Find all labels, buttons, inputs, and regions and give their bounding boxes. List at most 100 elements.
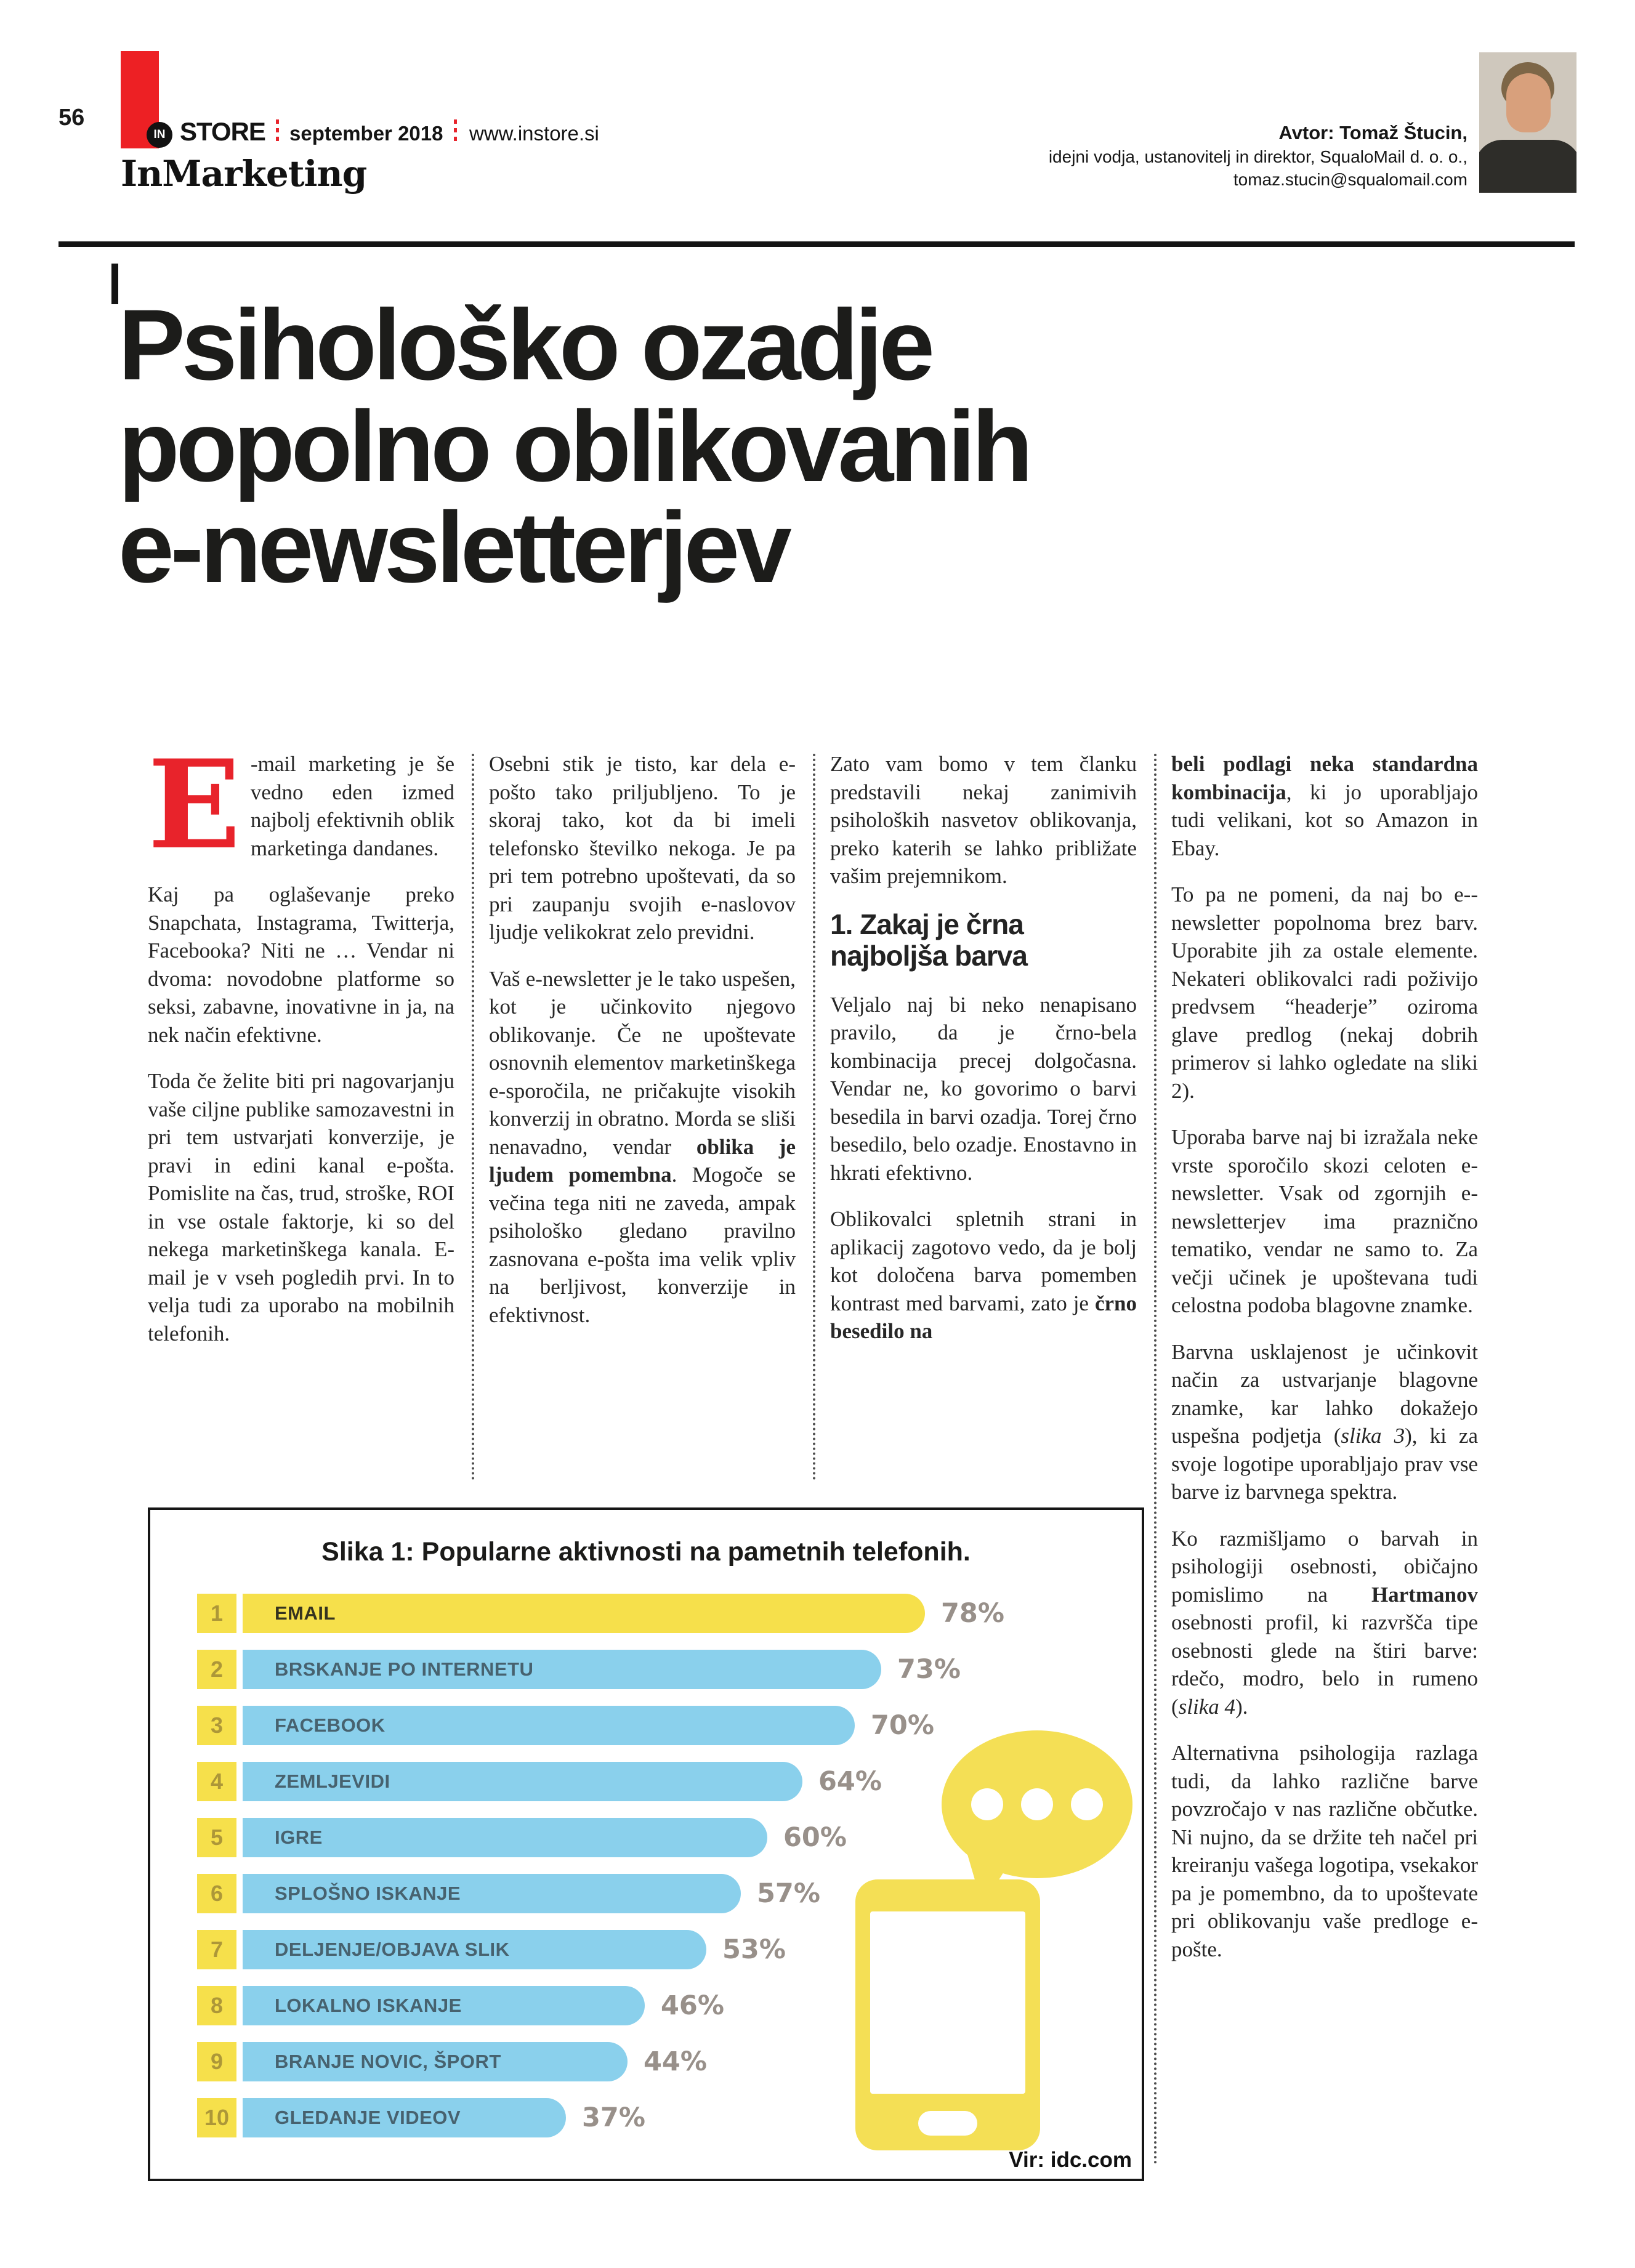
- rank-badge: 2: [197, 1650, 236, 1689]
- rank-badge: 8: [197, 1986, 236, 2025]
- chart-bar: ZEMLJEVIDI: [243, 1762, 802, 1801]
- text-segment: Uporaba barve naj bi izražala neke vrste…: [1171, 1125, 1478, 1317]
- rank-badge: 9: [197, 2042, 236, 2081]
- author-photo: [1479, 52, 1576, 193]
- body-paragraph: E -mail marketing je še vedno eden izmed …: [148, 750, 454, 876]
- text-segment: Ko razmišljamo o barvah in psihologiji o…: [1171, 1526, 1478, 1607]
- section-heading: 1. Zakaj je črna najboljša barva: [830, 908, 1028, 972]
- section-title: InMarketing: [121, 153, 367, 195]
- body-paragraph: Uporaba barve naj bi izražala neke vrste…: [1171, 1123, 1478, 1320]
- magazine-name: STORE: [180, 117, 266, 146]
- magazine-website: www.instore.si: [469, 122, 599, 145]
- text-segment: , ki jo uporabljajo tudi velikani, kot s…: [1171, 780, 1478, 860]
- rank-badge: 1: [197, 1594, 236, 1633]
- title-tick-mark: [111, 264, 118, 304]
- text-segment: Hartmanov: [1371, 1582, 1478, 1607]
- text-segment: To pa ne pomeni, da naj bo e--newsletter…: [1171, 882, 1478, 1103]
- chart-row: 5 IGRE 60%: [197, 1818, 1004, 1857]
- photo-shirt: [1479, 140, 1576, 193]
- text-segment: Toda če želite biti pri nagovarjanju vaš…: [148, 1069, 454, 1346]
- text-segment: -mail marketing je še vedno eden izmed n…: [250, 752, 454, 860]
- chart-bar: SPLOŠNO ISKANJE: [243, 1874, 741, 1913]
- phone-home-button: [918, 2111, 977, 2136]
- text-segment: Alternativna psihologija razlaga tudi, d…: [1171, 1741, 1478, 1961]
- text-segment: Veljalo naj bi neko nenapisano pravilo, …: [830, 992, 1137, 1185]
- bar-value: 46%: [661, 1990, 724, 2021]
- chart-bar: BRANJE NOVIC, ŠPORT: [243, 2042, 628, 2081]
- bar-label: SPLOŠNO ISKANJE: [275, 1883, 461, 1904]
- chart-row: 6 SPLOŠNO ISKANJE 57%: [197, 1874, 1004, 1913]
- text-segment: ).: [1235, 1694, 1248, 1719]
- chart-rows: 1 EMAIL 78% 2 BRSKANJE PO INTERNETU 73% 3 FACEB…: [197, 1594, 1004, 2154]
- bar-label: IGRE: [275, 1826, 323, 1848]
- body-paragraph: Vaš e-newsletter je le tako uspešen, kot…: [489, 965, 796, 1330]
- bar-value: 73%: [897, 1654, 961, 1685]
- bar-label: EMAIL: [275, 1602, 336, 1624]
- body-paragraph: To pa ne pomeni, da naj bo e--newsletter…: [1171, 881, 1478, 1105]
- figure-caption: Slika 1: Popularne aktivnosti na pametni…: [321, 1537, 971, 1567]
- text-segment: . Mogoče se večina tega niti ne zaveda, …: [489, 1163, 796, 1327]
- text-segment: slika 3: [1341, 1424, 1405, 1448]
- text-segment: Zato vam bomo v tem članku predstavili n…: [830, 752, 1137, 888]
- body-paragraph: Oblikovalci spletnih strani in aplikacij…: [830, 1205, 1137, 1346]
- chart-row: 9 BRANJE NOVIC, ŠPORT 44%: [197, 2042, 1004, 2081]
- chart-row: 10 GLEDANJE VIDEOV 37%: [197, 2098, 1004, 2137]
- chart-bar: IGRE: [243, 1818, 767, 1857]
- bubble-dot: [1071, 1788, 1103, 1820]
- text-segment: Osebni stik je tisto, kar dela e-pošto t…: [489, 752, 796, 944]
- text-segment: črno besedilo na: [830, 1291, 1137, 1344]
- text-segment: Oblikovalci spletnih strani in aplikacij…: [830, 1207, 1137, 1315]
- text-segment: Kaj pa oglaševanje preko Snapchata, Inst…: [148, 882, 454, 1047]
- article-headline: Psihološko ozadje popolno oblikovanih e-…: [118, 294, 1473, 599]
- chart-bar: BRSKANJE PO INTERNETU: [243, 1650, 881, 1689]
- smartphone-icon: [855, 1879, 1040, 2150]
- rank-badge: 3: [197, 1706, 236, 1745]
- chart-bar: FACEBOOK: [243, 1706, 855, 1745]
- bubble-dot: [1021, 1788, 1053, 1820]
- chart-bar: EMAIL: [243, 1594, 925, 1633]
- body-paragraph: Kaj pa oglaševanje preko Snapchata, Inst…: [148, 881, 454, 1049]
- instore-logo-icon: IN: [147, 122, 172, 148]
- bar-label: GLEDANJE VIDEOV: [275, 2107, 461, 2128]
- drop-cap: E: [148, 750, 241, 876]
- bar-value: 57%: [757, 1878, 820, 1909]
- figure-source: Vir: idc.com: [1009, 2148, 1132, 2172]
- column-divider: [472, 754, 474, 1480]
- body-paragraph: Ko razmišljamo o barvah in psihologiji o…: [1171, 1525, 1478, 1721]
- text-segment: slika 4: [1178, 1694, 1236, 1719]
- figure-1-box: Slika 1: Popularne aktivnosti na pametni…: [148, 1507, 1144, 2181]
- bar-label: ZEMLJEVIDI: [275, 1770, 390, 1792]
- chart-row: 3 FACEBOOK 70%: [197, 1706, 1004, 1745]
- rank-badge: 6: [197, 1874, 236, 1913]
- article-column-1: E -mail marketing je še vedno eden izmed …: [148, 750, 454, 2266]
- rank-badge: 7: [197, 1930, 236, 1969]
- author-email: tomaz.stucin@squalomail.com: [1233, 170, 1467, 189]
- bubble-dot: [971, 1788, 1003, 1820]
- bar-value: 64%: [818, 1766, 882, 1797]
- chart-row: 8 LOKALNO ISKANJE 46%: [197, 1986, 1004, 2025]
- headline-line: Psihološko ozadje: [118, 288, 935, 401]
- article-column-2: Osebni stik je tisto, kar dela e-pošto t…: [489, 750, 796, 2266]
- page-number: 56: [59, 105, 85, 131]
- bar-label: DELJENJE/OBJAVA SLIK: [275, 1939, 510, 1960]
- body-paragraph: Alternativna psihologija razlaga tudi, d…: [1171, 1739, 1478, 1963]
- bar-value: 60%: [783, 1822, 847, 1853]
- bar-label: BRANJE NOVIC, ŠPORT: [275, 2051, 501, 2072]
- bar-value: 44%: [644, 2046, 707, 2077]
- rank-badge: 4: [197, 1762, 236, 1801]
- chart-bar: GLEDANJE VIDEOV: [243, 2098, 566, 2137]
- photo-face: [1506, 73, 1551, 132]
- text-segment: Vaš e-newsletter je le tako uspešen, kot…: [489, 966, 796, 1159]
- article-column-4: beli podlagi neka standardna kombinacija…: [1171, 750, 1478, 2266]
- headline-line: popolno oblikovanih: [118, 389, 1033, 502]
- chart-row: 1 EMAIL 78%: [197, 1594, 1004, 1633]
- header-separator: [454, 119, 457, 145]
- header-rule: [59, 241, 1575, 247]
- author-name: Avtor: Tomaž Štucin,: [1278, 122, 1467, 143]
- text-segment: oblika je ljudem pomembna: [489, 1134, 796, 1187]
- issue-date: september 2018: [289, 122, 443, 145]
- chart-bar: DELJENJE/OBJAVA SLIK: [243, 1930, 706, 1969]
- chart-bar: LOKALNO ISKANJE: [243, 1986, 645, 2025]
- speech-bubble-icon: [942, 1730, 1132, 1878]
